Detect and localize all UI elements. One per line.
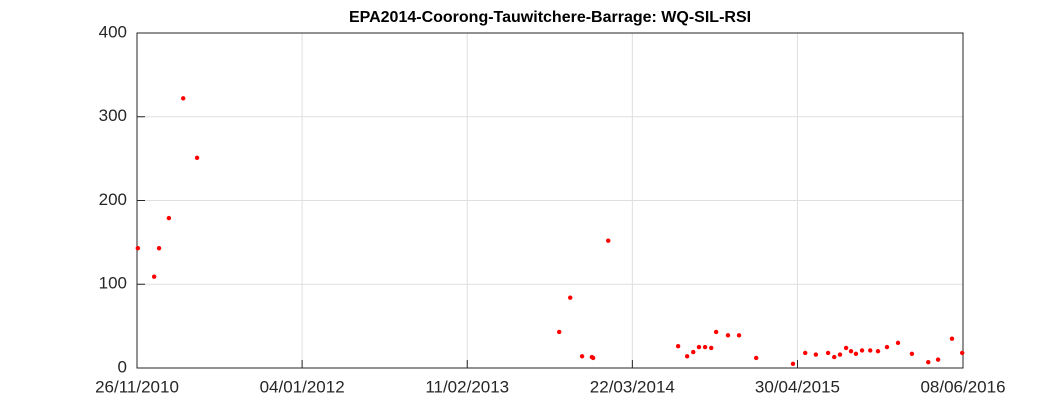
point: [579, 354, 585, 359]
point: [832, 354, 837, 360]
point: [675, 344, 681, 349]
point: [803, 350, 808, 356]
point: [926, 359, 931, 365]
y-tick-label: 300: [99, 106, 127, 125]
x-tick-label: 04/01/2012: [260, 377, 345, 396]
point: [180, 96, 186, 101]
point: [166, 215, 172, 221]
point: [702, 344, 708, 350]
plot-frame: [136, 32, 964, 369]
point: [691, 349, 696, 355]
point: [713, 329, 719, 335]
point: [868, 348, 873, 353]
y-tick-label: 200: [99, 190, 127, 209]
point: [843, 345, 849, 351]
x-tick-label: 26/11/2010: [95, 377, 179, 396]
point: [736, 333, 742, 338]
point: [151, 274, 157, 279]
point: [875, 349, 881, 354]
x-tick-label: 30/04/2015: [755, 377, 840, 396]
point: [949, 336, 955, 341]
point: [568, 295, 573, 300]
point: [194, 155, 200, 160]
point: [709, 345, 714, 351]
point: [156, 246, 162, 251]
point: [895, 340, 901, 346]
point: [696, 344, 702, 350]
point: [959, 350, 965, 356]
point: [825, 350, 831, 356]
x-tick-label: 11/02/2013: [425, 377, 509, 396]
point: [135, 246, 141, 251]
point: [884, 344, 890, 350]
x-tick-label: 08/06/2016: [920, 377, 1005, 396]
point: [684, 354, 690, 359]
y-tick-label: 100: [99, 274, 127, 293]
point: [848, 349, 854, 354]
y-tick-label: 0: [118, 357, 127, 376]
point: [753, 355, 759, 361]
point: [853, 351, 859, 356]
point: [935, 357, 941, 362]
point: [909, 351, 915, 356]
point: [837, 352, 843, 357]
point: [590, 355, 596, 361]
point: [606, 238, 611, 243]
point: [813, 352, 819, 357]
point: [790, 361, 796, 367]
point: [725, 333, 731, 338]
point: [859, 348, 865, 353]
chart-title: EPA2014-Coorong-Tauwitchere-Barrage: WQ-…: [349, 9, 751, 26]
point: [556, 329, 562, 335]
y-tick-label: 400: [99, 22, 127, 41]
x-tick-label: 22/03/2014: [590, 377, 675, 396]
